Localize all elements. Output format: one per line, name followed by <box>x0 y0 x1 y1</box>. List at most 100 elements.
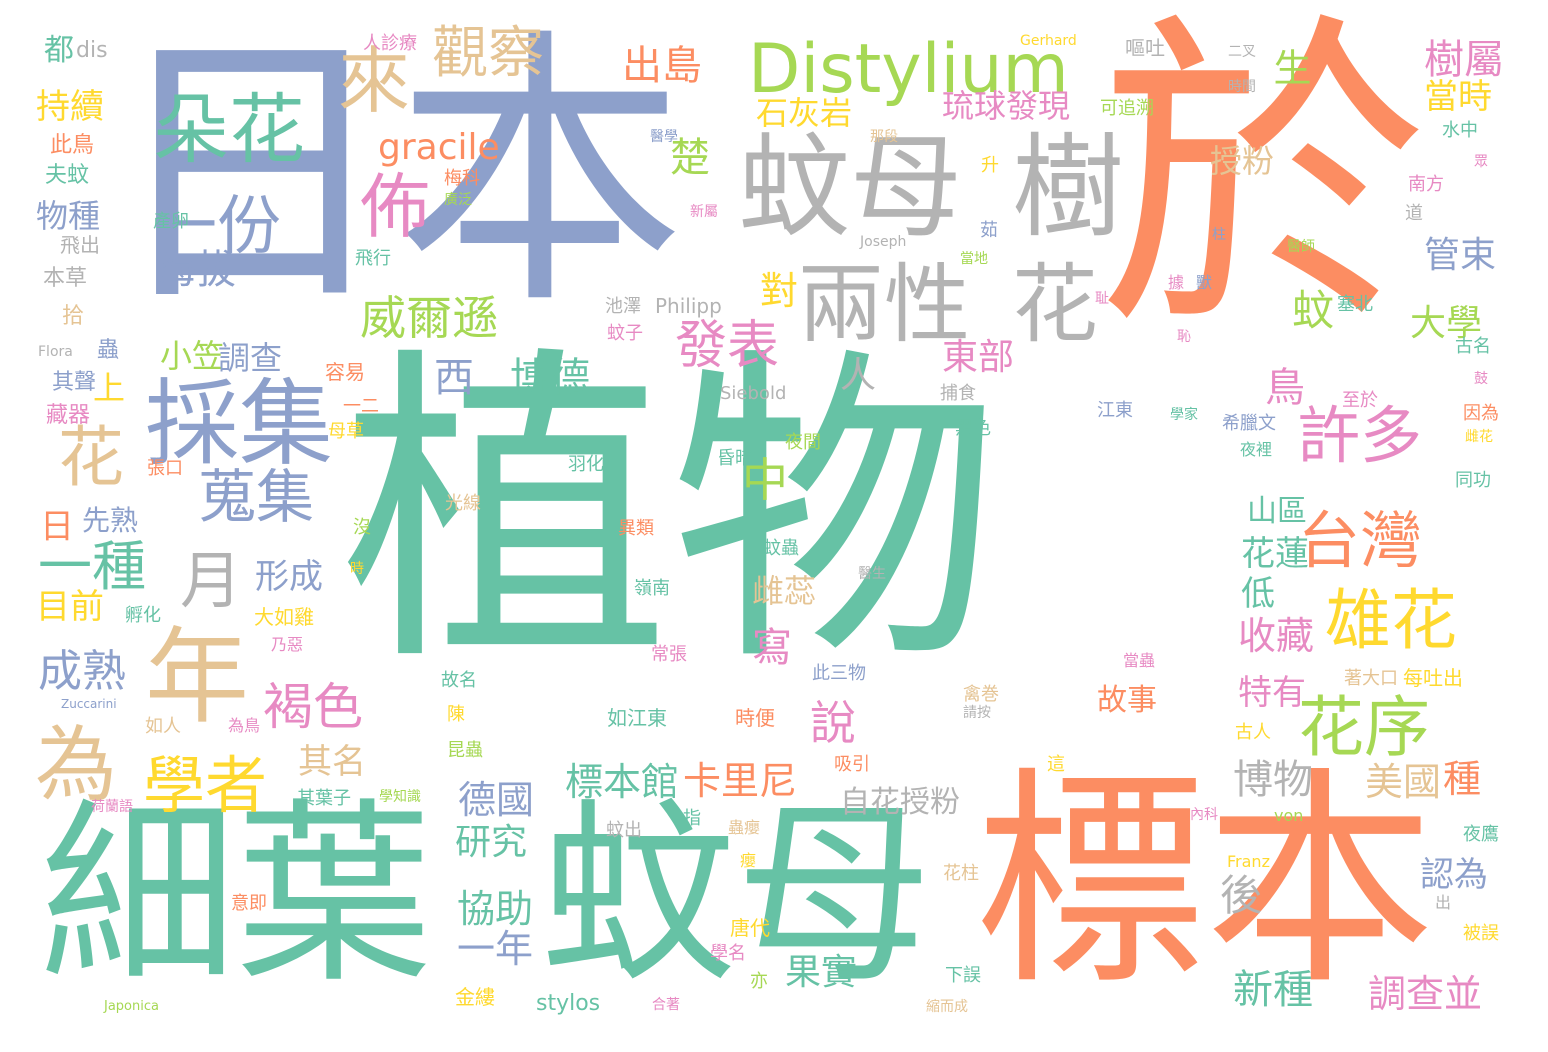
word-美國: 美國 <box>1365 760 1442 804</box>
word-昏暗: 昏暗 <box>717 448 753 469</box>
word-收藏: 收藏 <box>1238 614 1315 658</box>
word-二叉: 二叉 <box>1228 44 1256 60</box>
word-池澤: 池澤 <box>605 296 641 317</box>
word-人診療: 人診療 <box>363 33 417 54</box>
word-發表: 發表 <box>675 316 780 376</box>
word-出: 出 <box>1435 893 1452 912</box>
word-嶺南: 嶺南 <box>634 578 670 599</box>
word-於: 於 <box>1098 0 1428 371</box>
word-下誤: 下誤 <box>945 965 981 986</box>
word-蟲癭: 蟲癭 <box>728 818 761 837</box>
word-這: 這 <box>1047 754 1065 775</box>
word-形成: 形成 <box>255 557 323 597</box>
word-山區: 山區 <box>1247 494 1307 529</box>
word-佈: 佈 <box>360 166 430 248</box>
word-調查: 調查 <box>218 339 283 377</box>
word-花柱: 花柱 <box>943 863 979 884</box>
word-夜裡: 夜裡 <box>1240 440 1273 459</box>
word-Distylium: Distylium <box>748 30 1069 109</box>
word-蚊母-gray: 蚊母 <box>738 123 962 253</box>
word-二: 二 <box>464 628 482 649</box>
word-果實: 果實 <box>785 952 858 993</box>
word-光線: 光線 <box>445 493 481 514</box>
word-出島: 出島 <box>622 43 702 89</box>
word-學者: 學者 <box>143 749 268 822</box>
word-據: 據 <box>1168 273 1185 292</box>
word-觀察: 觀察 <box>432 21 544 86</box>
word-對: 對 <box>760 269 799 313</box>
word-Franz: Franz <box>1227 852 1270 871</box>
word-醫生: 醫生 <box>858 566 886 582</box>
word-獸: 獸 <box>1196 273 1213 292</box>
word-蚊蟲: 蚊蟲 <box>763 538 799 559</box>
word-拾: 拾 <box>62 304 85 329</box>
word-此三物: 此三物 <box>812 663 866 684</box>
word-古人: 古人 <box>1235 722 1271 743</box>
word-年: 年 <box>145 616 250 738</box>
word-人: 人 <box>840 355 877 396</box>
word-嘔吐: 嘔吐 <box>1125 36 1165 60</box>
word-物種: 物種 <box>36 197 101 235</box>
word-西: 西 <box>434 355 474 401</box>
word-威爾遜: 威爾遜 <box>360 291 498 345</box>
word-花蓮: 花蓮 <box>1241 534 1309 574</box>
word-自花授粉: 自花授粉 <box>840 785 960 820</box>
word-一二: 一二 <box>343 396 379 417</box>
word-樹屬: 樹屬 <box>1424 37 1504 83</box>
word-唐代: 唐代 <box>730 916 770 940</box>
word-目前: 目前 <box>36 587 104 627</box>
word-採集: 採集 <box>145 370 334 479</box>
word-金縷: 金縷 <box>455 985 495 1009</box>
word-褐色: 褐色 <box>263 678 363 736</box>
word-故事: 故事 <box>1097 683 1157 718</box>
word-von: von <box>1274 806 1304 825</box>
word-水中: 水中 <box>1442 120 1478 141</box>
word-時間: 時間 <box>1228 79 1256 95</box>
word-飛出: 飛出 <box>60 233 100 257</box>
word-常張: 常張 <box>651 644 687 665</box>
word-兩性: 兩性 <box>798 255 970 355</box>
word-縮而成: 縮而成 <box>926 999 968 1015</box>
word-張口: 張口 <box>147 458 183 479</box>
word-請按: 請按 <box>963 705 991 721</box>
word-蚊出: 蚊出 <box>606 820 642 841</box>
word-成熟: 成熟 <box>38 646 126 697</box>
word-標本館: 標本館 <box>565 760 680 804</box>
word-管束: 管束 <box>1424 235 1497 276</box>
word-母草: 母草 <box>328 421 364 442</box>
word-新屬: 新屬 <box>690 204 718 220</box>
word-蚊: 蚊 <box>1292 286 1335 335</box>
word-Gerhard: Gerhard <box>1020 33 1077 49</box>
word-黑色: 黑色 <box>955 418 991 439</box>
word-月: 月 <box>180 544 243 617</box>
word-吸引: 吸引 <box>834 754 870 775</box>
word-那段: 那段 <box>870 129 898 145</box>
word-蚊子: 蚊子 <box>607 323 643 344</box>
word-飛行: 飛行 <box>355 248 391 269</box>
word-陳: 陳 <box>447 704 465 725</box>
word-博德: 博德 <box>510 355 590 401</box>
word-上: 上 <box>93 369 126 407</box>
word-低: 低 <box>1241 574 1275 614</box>
word-生: 生 <box>1267 48 1311 86</box>
word-當地: 當地 <box>960 251 988 267</box>
word-鳥: 鳥 <box>1265 365 1305 411</box>
word-昆蟲: 昆蟲 <box>447 740 483 761</box>
word-海拔: 海拔 <box>156 247 236 293</box>
word-新種: 新種 <box>1233 967 1313 1013</box>
word-寫: 寫 <box>752 625 792 671</box>
word-學家: 學家 <box>1170 407 1198 423</box>
word-朵花: 朵花 <box>153 85 305 174</box>
word-一份: 一份 <box>153 190 281 264</box>
word-協助: 協助 <box>457 887 534 931</box>
word-耻: 耻 <box>1095 291 1109 307</box>
word-其聲: 其聲 <box>52 370 97 395</box>
word-異類: 異類 <box>618 518 654 539</box>
word-卡里尼: 卡里尼 <box>683 759 798 803</box>
word-意即: 意即 <box>231 893 267 914</box>
word-花序: 花序 <box>1298 689 1430 766</box>
word-細葉: 細葉 <box>40 782 433 1010</box>
word-琉球發現: 琉球發現 <box>942 87 1071 125</box>
word-為鳥: 為鳥 <box>228 716 261 735</box>
word-東部: 東部 <box>942 337 1015 378</box>
